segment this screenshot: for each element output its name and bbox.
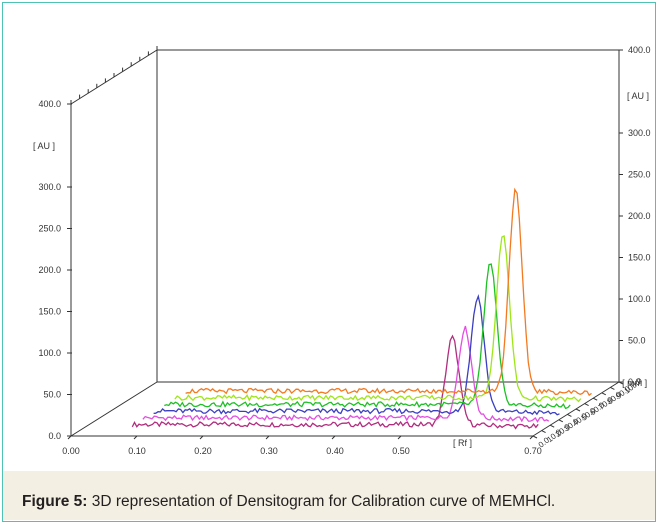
- x-tick: [397, 435, 402, 440]
- x-tick-label: 0.10: [128, 446, 146, 456]
- left-tick-label: 150.0: [38, 307, 61, 317]
- trace-lines: [131, 187, 592, 430]
- depth-tick: [601, 392, 607, 396]
- left-tick-label: 250.0: [38, 224, 61, 234]
- depth-tick: [567, 413, 572, 417]
- right-tick-label: 250.0: [628, 170, 651, 180]
- x-tick-label: 0.00: [62, 446, 80, 456]
- trace-line: [164, 263, 571, 410]
- right-tick-label: 100.0: [628, 294, 651, 304]
- left-tick-label: 300.0: [38, 182, 61, 192]
- depth-tick: [610, 386, 615, 390]
- x-tick-label: 0.20: [194, 446, 212, 456]
- x-tick: [67, 435, 72, 440]
- right-tick-label: 0.0: [628, 377, 641, 387]
- caption-label: Figure 5:: [22, 493, 88, 510]
- depth-tick: [532, 435, 538, 439]
- axis-box: [70, 46, 620, 437]
- chart-area: 0.0 50.0 100.0 150.0 200.0 250.0 300.0 400.0 0.…: [3, 3, 655, 471]
- left-tick-label: 200.0: [38, 265, 61, 275]
- right-tick-label: 150.0: [628, 253, 651, 263]
- figure-caption: Figure 5: 3D representation of Densitogr…: [22, 493, 555, 511]
- left-tick-label: 100.0: [38, 348, 61, 358]
- depth-tick: [618, 381, 624, 385]
- caption-text: 3D representation of Densitogram for Cal…: [87, 493, 556, 510]
- depth-tick: [549, 424, 555, 428]
- right-axis: 0.0 50.0 100.0 150.0 200.0 250.0 300.0 400.0: [619, 45, 651, 387]
- right-tick-label: 200.0: [628, 211, 651, 221]
- trace-line: [153, 293, 560, 416]
- x-tick: [331, 435, 336, 440]
- trace-line: [185, 187, 592, 397]
- left-tick-label: 50.0: [43, 390, 61, 400]
- left-axis: 0.0 50.0 100.0 150.0 200.0 250.0 300.0 400.0: [38, 99, 72, 441]
- trace-line: [174, 235, 582, 403]
- x-tick-label: 0.40: [326, 446, 344, 456]
- depth-tick: [575, 408, 581, 412]
- depth-tick: [541, 430, 546, 434]
- depth-tick: [584, 403, 589, 407]
- x-tick: [529, 435, 534, 440]
- x-axis: 0.00 0.10 0.20 0.30 0.40 0.50 0.70: [62, 435, 542, 456]
- trace-line: [142, 325, 550, 423]
- x-axis-label: [ Rf ]: [453, 438, 472, 448]
- densitogram-3d-chart: 0.0 50.0 100.0 150.0 200.0 250.0 300.0 400.0 0.…: [33, 45, 651, 456]
- caption-band: [3, 471, 655, 520]
- depth-axis-label: [ mm ]: [622, 378, 647, 388]
- trace-line: [131, 334, 539, 430]
- right-tick-label: 50.0: [628, 336, 646, 346]
- x-tick: [133, 435, 138, 440]
- depth-tick: [592, 397, 598, 401]
- x-tick: [265, 435, 270, 440]
- right-axis-label: [ AU ]: [627, 91, 649, 101]
- right-tick-label: 300.0: [628, 128, 651, 138]
- left-axis-label: [ AU ]: [33, 141, 55, 151]
- back-left-floor-line: [70, 381, 158, 437]
- x-tick-label: 0.70: [524, 446, 542, 456]
- x-tick-label: 0.30: [260, 446, 278, 456]
- right-tick-label: 400.0: [628, 45, 651, 55]
- left-tick-label: 0.0: [48, 431, 61, 441]
- left-tick-label: 400.0: [38, 99, 61, 109]
- x-tick: [199, 435, 204, 440]
- x-tick-label: 0.50: [392, 446, 410, 456]
- depth-tick: [558, 419, 564, 423]
